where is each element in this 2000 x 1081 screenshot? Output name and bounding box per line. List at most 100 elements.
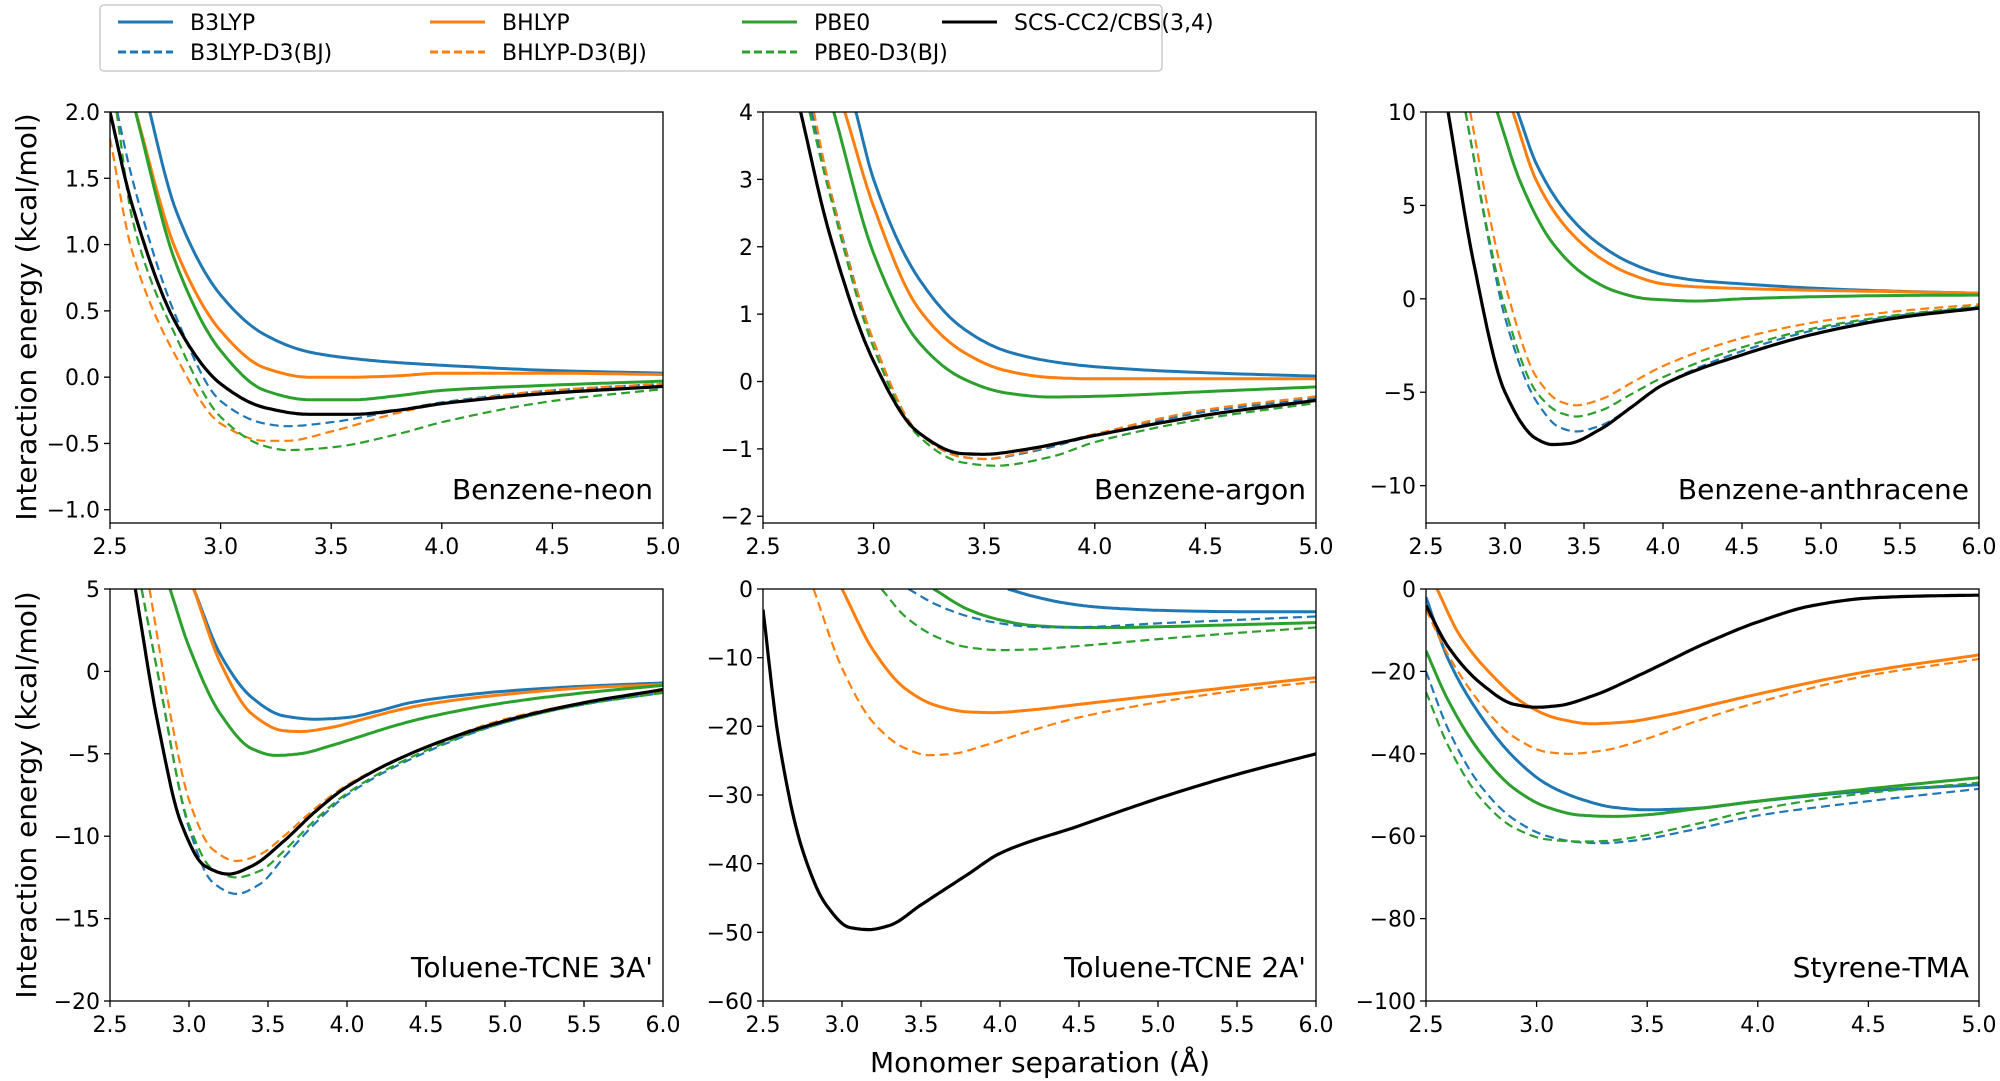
- series-line-scs-cc2-cbs-3-4: [1446, 112, 1979, 447]
- x-tick-label: 6.0: [1299, 1013, 1334, 1038]
- series-line-b3lyp-d3-bj: [810, 112, 1316, 461]
- series-line-pbe0: [932, 589, 1316, 629]
- x-tick-label: 2.5: [746, 535, 781, 560]
- x-tick-label: 3.0: [1519, 1013, 1554, 1038]
- legend-label: SCS-CC2/CBS(3,4): [1014, 11, 1214, 36]
- x-tick-label: 3.0: [172, 1013, 207, 1038]
- series-line-pbe0-d3-bj: [1426, 691, 1979, 843]
- panel-title: Benzene-neon: [452, 473, 653, 506]
- x-tick-label: 3.0: [1488, 535, 1523, 560]
- x-tick-label: 5.0: [1962, 1013, 1997, 1038]
- x-tick-label: 2.5: [746, 1013, 781, 1038]
- y-tick-label: −1: [721, 438, 753, 463]
- x-tick-label: 4.5: [535, 535, 570, 560]
- series-line-pbe0-d3-bj: [1464, 112, 1979, 418]
- y-tick-label: −40: [1370, 743, 1416, 768]
- x-tick-label: 5.5: [1220, 1013, 1255, 1038]
- y-tick-label: −2: [721, 505, 753, 530]
- series-line-bhlyp: [843, 112, 1316, 381]
- legend-label: B3LYP-D3(BJ): [190, 41, 332, 66]
- x-tick-label: 2.5: [93, 1013, 128, 1038]
- series-line-b3lyp: [148, 112, 663, 375]
- y-tick-label: −80: [1370, 908, 1416, 933]
- y-tick-label: 5: [1402, 194, 1416, 219]
- x-tick-label: 4.5: [409, 1013, 444, 1038]
- y-tick-label: −10: [54, 825, 100, 850]
- x-tick-label: 5.5: [567, 1013, 602, 1038]
- series-line-b3lyp: [1516, 112, 1979, 295]
- series-line-scs-cc2-cbs-3-4: [1426, 593, 1979, 709]
- x-tick-label: 4.0: [1740, 1013, 1775, 1038]
- series-group: [110, 112, 663, 452]
- y-tick-label: −5: [1384, 381, 1416, 406]
- y-axis-label-bottom: Interaction energy (kcal/mol): [10, 591, 43, 998]
- x-axis-label: Monomer separation (Å): [870, 1045, 1210, 1079]
- panel-title: Styrene-TMA: [1793, 951, 1969, 984]
- x-tick-label: 5.0: [1299, 535, 1334, 560]
- legend-label: B3LYP: [190, 11, 255, 36]
- x-tick-label: 4.5: [1188, 535, 1223, 560]
- panel-title: Toluene-TCNE 3A': [410, 951, 653, 984]
- series-line-bhlyp-d3-bj: [1426, 609, 1979, 755]
- axes-frame: [762, 588, 1317, 1002]
- y-tick-label: −20: [707, 715, 753, 740]
- legend-label: BHLYP: [502, 11, 570, 36]
- y-tick-label: 0: [86, 660, 100, 685]
- legend-label: BHLYP-D3(BJ): [502, 41, 647, 66]
- series-line-bhlyp-d3-bj: [812, 112, 1316, 461]
- y-tick-label: −20: [54, 990, 100, 1015]
- series-group: [1426, 589, 1979, 845]
- series-line-pbe0: [134, 112, 663, 402]
- series-group: [1446, 112, 1979, 447]
- legend-entry-b3lyp: B3LYP: [118, 11, 255, 36]
- axes-frame: [762, 111, 1317, 524]
- y-tick-label: 0.5: [65, 300, 100, 325]
- y-tick-label: 0: [1402, 288, 1416, 313]
- y-tick-label: 4: [739, 101, 753, 126]
- x-tick-label: 4.0: [330, 1013, 365, 1038]
- series-line-pbe0-d3-bj: [115, 112, 663, 452]
- y-tick-label: 1.5: [65, 167, 100, 192]
- x-tick-label: 6.0: [1962, 535, 1997, 560]
- legend: B3LYP B3LYP-D3(BJ) BHLYP BHLYP-D3(BJ) PBE0 PB…: [99, 4, 1214, 72]
- x-tick-label: 3.5: [1567, 535, 1602, 560]
- x-tick-label: 3.0: [203, 535, 238, 560]
- x-tick-label: 3.0: [825, 1013, 860, 1038]
- y-tick-label: −1.0: [47, 499, 100, 524]
- series-line-pbe0: [1495, 112, 1979, 303]
- x-tick-label: 2.5: [93, 535, 128, 560]
- series-group: [133, 589, 663, 895]
- series-line-pbe0: [832, 112, 1316, 399]
- y-tick-label: −30: [707, 784, 753, 809]
- y-tick-label: −60: [707, 990, 753, 1015]
- y-tick-label: −5: [68, 743, 100, 768]
- series-line-pbe0: [1426, 650, 1979, 818]
- y-tick-label: −10: [1370, 475, 1416, 500]
- legend-entry-bhlyp-d3-bj: BHLYP-D3(BJ): [430, 41, 647, 66]
- x-tick-label: 4.5: [1851, 1013, 1886, 1038]
- panel-toluene-tcne-2a: 2.5 3.0 3.5 4.0 4.5 5.0 5.5 6.0 −60 −50 −40 −30 −20 −…: [707, 578, 1334, 1038]
- x-tick-label: 2.5: [1409, 1013, 1444, 1038]
- x-tick-label: 3.5: [314, 535, 349, 560]
- legend-entry-bhlyp: BHLYP: [430, 11, 570, 36]
- series-group: [763, 589, 1316, 932]
- axes-frame: [1425, 111, 1980, 524]
- series-line-bhlyp-d3-bj: [1469, 112, 1979, 407]
- series-line-b3lyp: [1007, 589, 1316, 614]
- x-tick-label: 3.5: [904, 1013, 939, 1038]
- panel-title: Toluene-TCNE 2A': [1063, 951, 1306, 984]
- series-line-b3lyp-d3-bj: [140, 589, 663, 895]
- legend-label: PBE0: [814, 11, 870, 36]
- y-axis-label-top: Interaction energy (kcal/mol): [10, 113, 43, 520]
- panel-styrene-tma: 2.5 3.0 3.5 4.0 4.5 5.0 −100 −80 −60 −40 −20 0 Styre…: [1356, 578, 1997, 1038]
- x-tick-label: 3.5: [251, 1013, 286, 1038]
- axes-frame: [1425, 588, 1980, 1002]
- series-line-bhlyp: [134, 112, 663, 379]
- y-tick-label: 0: [739, 578, 753, 603]
- y-tick-label: 1.0: [65, 234, 100, 259]
- x-tick-label: 5.0: [1804, 535, 1839, 560]
- y-tick-label: −0.5: [47, 432, 100, 457]
- series-line-scs-cc2-cbs-3-4: [133, 589, 663, 876]
- y-tick-label: 1: [739, 303, 753, 328]
- legend-entry-b3lyp-d3-bj: B3LYP-D3(BJ): [118, 41, 332, 66]
